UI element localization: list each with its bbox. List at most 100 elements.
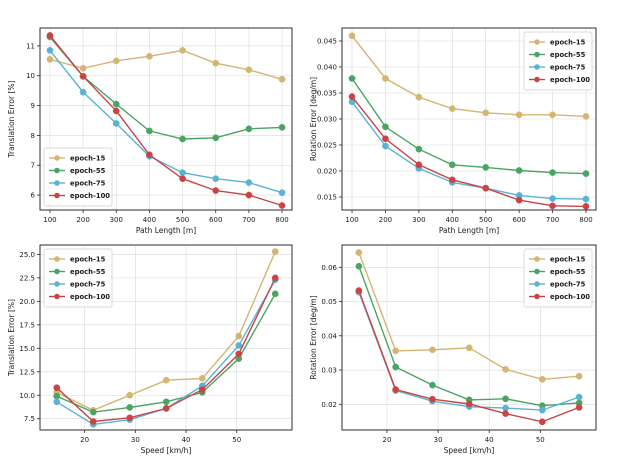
x-tick-label: 200 — [76, 216, 89, 224]
legend: epoch-15 epoch-55 epoch-75 epoch-100 — [523, 31, 593, 91]
data-point-epoch-15 — [382, 75, 389, 82]
data-point-epoch-15 — [79, 64, 87, 72]
y-tick-label: 15.0 — [19, 345, 35, 353]
data-point-epoch-15 — [575, 372, 583, 380]
legend-label-epoch-55: epoch-55 — [550, 268, 586, 276]
y-tick-label: 12.5 — [19, 368, 35, 376]
legend-marker-epoch-15 — [54, 155, 60, 161]
y-tick-label: 0.015 — [317, 194, 337, 202]
data-point-epoch-100 — [46, 32, 54, 39]
data-point-epoch-100 — [502, 410, 509, 417]
series-line-epoch-55 — [49, 36, 283, 140]
y-tick-label: 7.5 — [24, 415, 35, 423]
y-axis-label: Translation Error [%] — [7, 299, 16, 377]
data-point-epoch-55 — [482, 164, 490, 171]
x-tick-label: 300 — [412, 216, 425, 224]
x-tick-label: 30 — [434, 436, 443, 444]
legend-label-epoch-55: epoch-55 — [70, 268, 106, 276]
series-line-epoch-55 — [351, 78, 587, 175]
data-point-epoch-15 — [245, 66, 253, 74]
y-tick-label: 0.02 — [321, 401, 337, 409]
data-point-epoch-100 — [112, 107, 120, 115]
y-tick-label: 0.05 — [321, 298, 337, 306]
legend: epoch-15 epoch-55 epoch-75 epoch-100 — [43, 147, 113, 207]
plot-frame — [341, 244, 597, 431]
data-point-epoch-100 — [212, 187, 220, 194]
data-point-epoch-100 — [245, 191, 253, 199]
data-point-epoch-55 — [448, 161, 456, 169]
legend-label-epoch-75: epoch-75 — [550, 281, 586, 289]
data-point-epoch-75 — [112, 120, 120, 127]
data-point-epoch-100 — [126, 414, 134, 422]
data-point-epoch-100 — [415, 161, 423, 169]
legend-label-epoch-75: epoch-75 — [550, 64, 586, 72]
legend-box — [523, 31, 593, 91]
legend-label-epoch-75: epoch-75 — [70, 281, 106, 289]
data-point-epoch-15 — [392, 347, 400, 355]
data-point-epoch-100 — [392, 386, 400, 393]
data-point-epoch-55 — [112, 100, 120, 108]
legend-marker-epoch-15 — [534, 256, 540, 262]
legend-box — [43, 147, 113, 207]
legend-marker-epoch-55 — [54, 167, 60, 174]
data-point-epoch-75 — [79, 88, 87, 96]
data-point-epoch-100 — [162, 405, 170, 412]
series-line-epoch-15 — [351, 35, 587, 118]
data-point-epoch-100 — [355, 287, 363, 294]
legend-marker-epoch-100 — [54, 192, 60, 199]
y-tick-label: 11 — [26, 42, 35, 50]
data-point-epoch-15 — [538, 375, 546, 383]
data-point-epoch-75 — [549, 195, 556, 202]
data-point-epoch-100 — [515, 196, 523, 204]
data-point-epoch-100 — [198, 386, 206, 393]
data-point-epoch-55 — [382, 123, 389, 131]
plot-frame — [341, 27, 597, 211]
legend-marker-epoch-100 — [54, 293, 60, 300]
series-line-epoch-15 — [49, 49, 283, 80]
data-point-epoch-15 — [271, 248, 279, 255]
x-tick-label: 200 — [379, 216, 392, 224]
legend-marker-epoch-100 — [534, 293, 540, 300]
x-tick-label: 500 — [479, 216, 492, 224]
x-tick-label: 700 — [546, 216, 559, 224]
data-point-epoch-75 — [582, 195, 590, 203]
legend-marker-epoch-55 — [54, 268, 60, 275]
x-tick-label: 500 — [176, 216, 189, 224]
legend-label-epoch-15: epoch-15 — [550, 39, 586, 47]
data-point-epoch-55 — [179, 135, 186, 143]
x-tick-label: 20 — [383, 436, 392, 444]
data-point-epoch-55 — [355, 262, 363, 270]
y-tick-label: 9 — [31, 102, 35, 110]
legend-label-epoch-75: epoch-75 — [70, 180, 106, 188]
data-point-epoch-100 — [582, 203, 590, 210]
y-axis-label: Translation Error [%] — [7, 80, 16, 158]
legend-box — [523, 248, 593, 308]
data-point-epoch-15 — [502, 366, 509, 373]
data-point-epoch-55 — [146, 127, 153, 135]
data-point-epoch-55 — [392, 363, 400, 371]
data-point-epoch-15 — [549, 111, 556, 119]
data-point-epoch-75 — [382, 142, 389, 150]
data-point-epoch-75 — [235, 342, 243, 349]
y-tick-label: 10.0 — [19, 392, 35, 400]
data-point-epoch-100 — [575, 404, 583, 411]
data-point-epoch-55 — [53, 392, 61, 400]
data-point-epoch-100 — [89, 418, 97, 425]
data-point-epoch-15 — [126, 391, 134, 399]
legend-marker-epoch-75 — [534, 64, 540, 70]
y-tick-label: 0.06 — [321, 264, 337, 272]
legend-marker-epoch-100 — [534, 76, 540, 83]
x-tick-label: 300 — [110, 216, 123, 224]
data-point-epoch-15 — [235, 332, 243, 340]
data-point-epoch-100 — [146, 151, 153, 159]
data-point-epoch-75 — [53, 398, 61, 406]
legend-label-epoch-15: epoch-15 — [70, 256, 106, 264]
data-point-epoch-100 — [235, 350, 243, 358]
data-point-epoch-15 — [162, 376, 170, 384]
data-point-epoch-100 — [79, 72, 87, 80]
data-point-epoch-100 — [179, 175, 186, 183]
x-tick-label: 40 — [182, 436, 191, 444]
data-point-epoch-15 — [429, 346, 436, 354]
y-tick-label: 8 — [31, 132, 35, 140]
